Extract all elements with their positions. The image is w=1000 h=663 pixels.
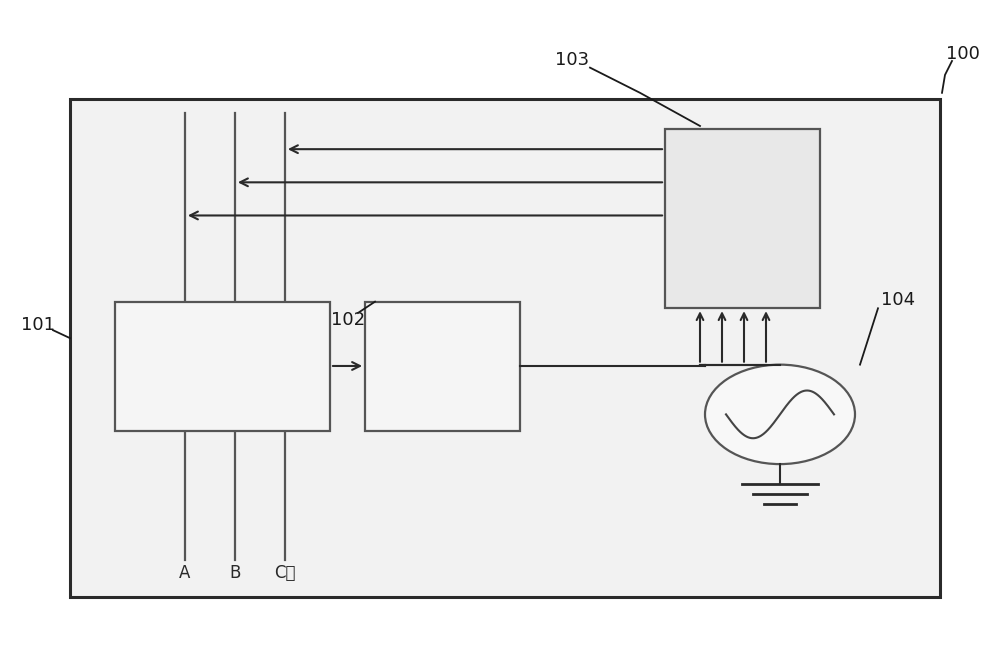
Text: 保护器: 保护器 [428, 383, 458, 401]
Text: 低压: 低压 [432, 338, 452, 356]
Bar [665, 129, 820, 308]
Text: 100: 100 [946, 45, 980, 64]
Bar [365, 302, 520, 431]
Text: 101: 101 [21, 316, 55, 334]
Text: C相: C相 [274, 564, 296, 583]
Bar [70, 99, 940, 597]
Text: 104: 104 [881, 290, 915, 309]
Text: 102: 102 [331, 310, 365, 329]
Bar [115, 302, 330, 431]
Text: 103: 103 [555, 50, 589, 69]
Text: 信号注: 信号注 [729, 158, 756, 172]
Text: 附加直流电阻: 附加直流电阻 [195, 339, 250, 355]
Text: 部件: 部件 [733, 251, 752, 266]
Text: 入控制: 入控制 [729, 202, 756, 217]
Text: A: A [179, 564, 191, 583]
Text: B: B [229, 564, 241, 583]
Circle shape [705, 365, 855, 464]
Text: 检测部件: 检测部件 [204, 385, 241, 400]
